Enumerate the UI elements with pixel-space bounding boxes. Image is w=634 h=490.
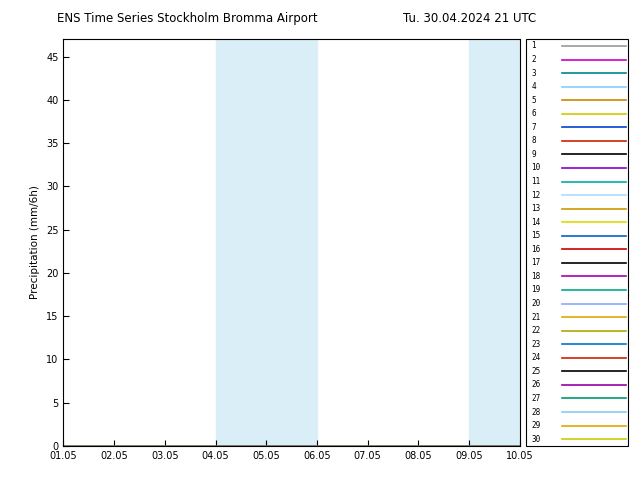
Text: 6: 6 — [531, 109, 536, 118]
Text: 14: 14 — [531, 218, 541, 227]
Bar — [469, 39, 495, 446]
Text: 4: 4 — [531, 82, 536, 91]
Bar — [495, 39, 545, 446]
Text: 29: 29 — [531, 421, 541, 430]
Text: 5: 5 — [531, 96, 536, 105]
Bar — [266, 39, 317, 446]
Text: 7: 7 — [531, 123, 536, 132]
Text: 17: 17 — [531, 258, 541, 268]
Text: 24: 24 — [531, 353, 541, 362]
Text: 22: 22 — [531, 326, 541, 335]
Text: 30: 30 — [531, 435, 541, 443]
Text: 9: 9 — [531, 150, 536, 159]
Text: 16: 16 — [531, 245, 541, 254]
Text: 27: 27 — [531, 394, 541, 403]
Text: 1: 1 — [531, 42, 536, 50]
Text: 13: 13 — [531, 204, 541, 213]
Text: 28: 28 — [531, 408, 541, 416]
Text: 12: 12 — [531, 191, 541, 199]
Text: 11: 11 — [531, 177, 541, 186]
Text: 21: 21 — [531, 313, 541, 321]
Text: 18: 18 — [531, 272, 541, 281]
Text: 10: 10 — [531, 164, 541, 172]
Text: 23: 23 — [531, 340, 541, 349]
Text: 3: 3 — [531, 69, 536, 77]
Text: 8: 8 — [531, 136, 536, 146]
Text: 15: 15 — [531, 231, 541, 240]
Text: Tu. 30.04.2024 21 UTC: Tu. 30.04.2024 21 UTC — [403, 12, 536, 25]
Text: 26: 26 — [531, 380, 541, 390]
Y-axis label: Precipitation (mm/6h): Precipitation (mm/6h) — [30, 186, 41, 299]
Text: 20: 20 — [531, 299, 541, 308]
Text: 19: 19 — [531, 286, 541, 294]
Text: 2: 2 — [531, 55, 536, 64]
Text: ENS Time Series Stockholm Bromma Airport: ENS Time Series Stockholm Bromma Airport — [57, 12, 318, 25]
Bar — [216, 39, 266, 446]
Text: 25: 25 — [531, 367, 541, 376]
